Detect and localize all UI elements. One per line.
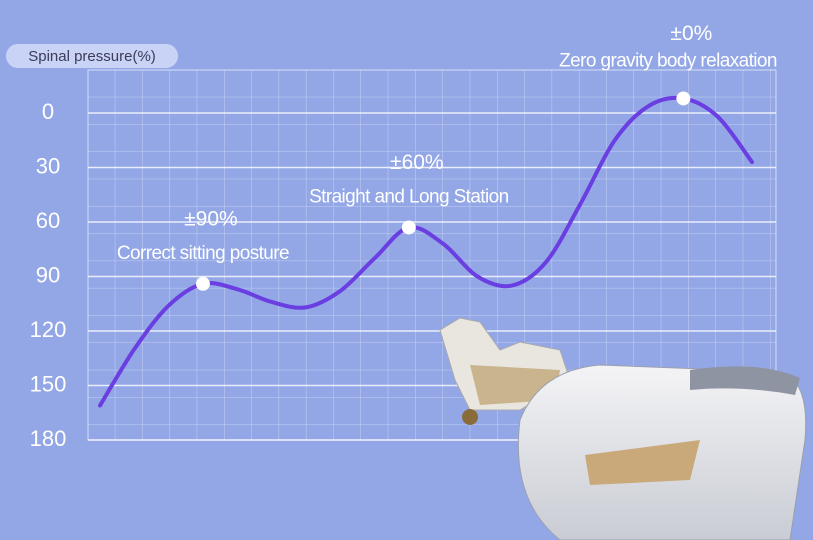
annotation-text: Correct sitting posture (117, 243, 289, 264)
annotation-text: Zero gravity body relaxation (559, 50, 777, 71)
y-tick-label: 150 (30, 371, 67, 396)
axis-label-box (6, 44, 178, 68)
annotation-value: ±90% (184, 207, 238, 230)
y-tick-label: 0 (42, 99, 54, 124)
y-tick-label: 60 (36, 208, 60, 233)
y-tick-label: 120 (30, 317, 67, 342)
point-marker (401, 220, 416, 235)
chair-panel (585, 440, 700, 485)
annotation-text: Straight and Long Station (309, 186, 508, 207)
chair-arm (690, 366, 800, 395)
massage-chair (439, 317, 807, 540)
chair-wheel (462, 409, 478, 425)
y-tick-label: 90 (36, 262, 60, 287)
y-tick-label: 30 (36, 153, 60, 178)
annotation-value: ±60% (390, 151, 444, 174)
point-marker (195, 276, 210, 291)
y-tick-label: 180 (30, 426, 67, 451)
annotation-value: ±0% (670, 22, 712, 45)
y-axis-label: Spinal pressure(%) (28, 48, 156, 65)
point-marker (676, 91, 691, 106)
